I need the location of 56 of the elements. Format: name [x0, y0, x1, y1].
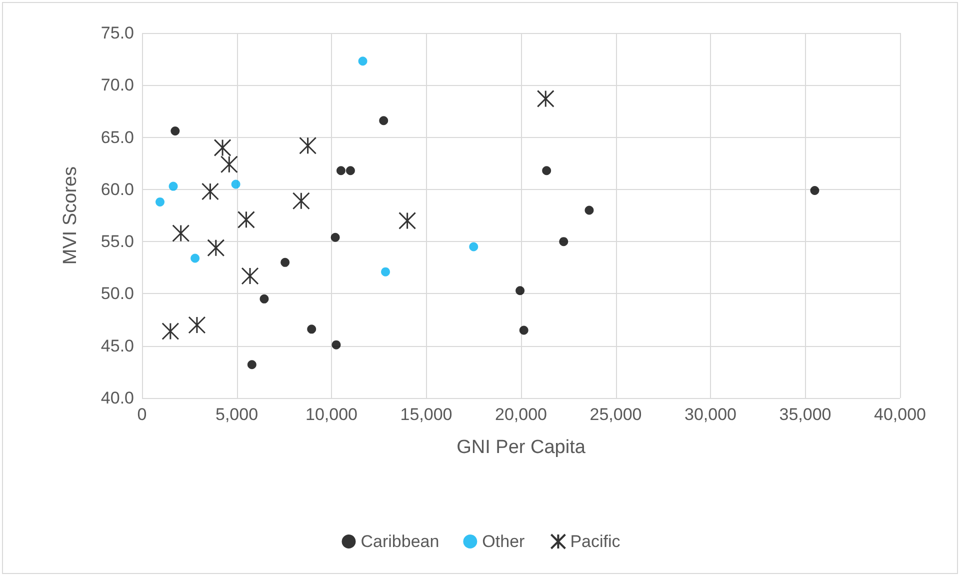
point: [358, 56, 368, 66]
point: [559, 237, 568, 246]
point: [201, 182, 219, 200]
point: [381, 267, 390, 276]
point: [280, 258, 290, 267]
point: [237, 210, 255, 228]
point: [207, 239, 225, 257]
x-axis-title: GNI Per Capita: [456, 437, 586, 458]
point: [307, 324, 316, 334]
y-tick-label: 40.0: [100, 388, 134, 408]
x-tick-label: 15,000: [400, 405, 452, 424]
point: [172, 224, 190, 242]
legend-label: Caribbean: [360, 532, 440, 551]
point: [241, 267, 259, 285]
point: [379, 116, 388, 126]
point: [156, 197, 165, 206]
y-axis-title: MVI Scores: [60, 166, 81, 265]
x-tick-label: 40,000: [874, 405, 926, 424]
point: [519, 326, 528, 335]
point: [247, 360, 256, 370]
point: [168, 182, 178, 191]
x-tick-label: 30,000: [684, 405, 736, 424]
point: [584, 206, 594, 215]
point: [292, 192, 310, 210]
point: [542, 166, 552, 176]
point: [810, 186, 820, 195]
point: [188, 316, 206, 334]
x-tick-label: 0: [137, 405, 147, 424]
x-tick-label: 20,000: [495, 405, 547, 424]
x-tick-label: 10,000: [306, 405, 358, 424]
point: [346, 166, 355, 176]
x-tick-label: 5,000: [215, 405, 258, 424]
point: [260, 294, 269, 304]
x-tick-label: 35,000: [779, 405, 832, 424]
point: [332, 340, 341, 350]
point: [231, 180, 240, 189]
y-tick-label: 55.0: [100, 232, 134, 252]
point: [299, 136, 317, 154]
x-tick-label: 25,000: [590, 405, 642, 424]
point: [170, 126, 180, 136]
point: [330, 232, 340, 242]
y-tick-label: 50.0: [100, 284, 134, 304]
point: [536, 90, 554, 108]
y-tick-label: 65.0: [100, 128, 134, 147]
legend-label: Other: [482, 532, 526, 551]
point: [516, 286, 525, 296]
y-tick-label: 70.0: [100, 76, 134, 95]
legend-label: Pacific: [570, 532, 621, 551]
point: [190, 254, 200, 263]
point: [336, 166, 346, 176]
y-tick-label: 60.0: [100, 180, 134, 199]
point: [469, 242, 478, 252]
y-tick-label: 75.0: [100, 24, 134, 42]
point: [398, 212, 416, 230]
y-tick-label: 45.0: [100, 336, 134, 356]
point: [162, 322, 180, 340]
